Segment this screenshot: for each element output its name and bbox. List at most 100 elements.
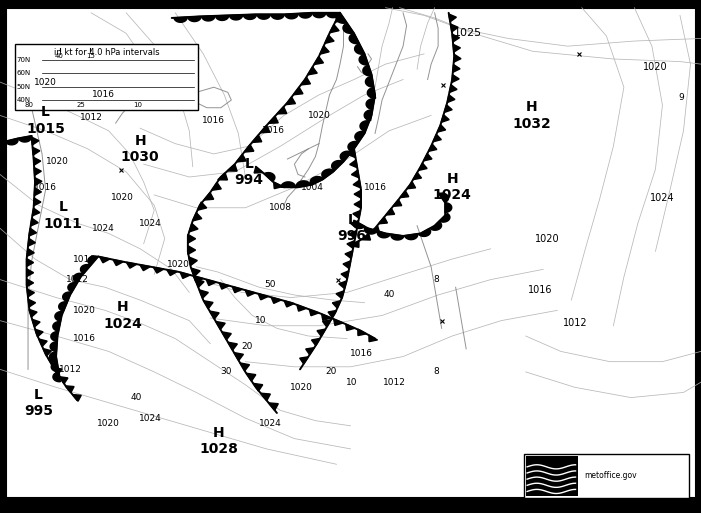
Polygon shape [246,373,256,381]
Polygon shape [353,221,365,228]
Polygon shape [328,310,336,318]
Polygon shape [336,291,344,299]
Polygon shape [88,256,98,265]
Polygon shape [454,54,461,62]
Polygon shape [216,322,225,329]
Polygon shape [174,17,187,23]
Polygon shape [39,339,47,346]
Polygon shape [100,257,110,263]
Text: 1020: 1020 [290,383,313,392]
Text: 1008: 1008 [269,203,292,212]
Polygon shape [189,224,198,232]
Polygon shape [273,182,283,189]
Polygon shape [50,342,57,351]
Polygon shape [332,161,343,170]
Text: 1020: 1020 [46,157,69,166]
Polygon shape [113,260,123,266]
Text: L
994: L 994 [234,157,264,187]
Polygon shape [243,14,257,19]
Polygon shape [348,142,359,152]
Polygon shape [349,33,359,44]
Polygon shape [50,352,57,362]
Polygon shape [413,172,421,180]
Text: 1024: 1024 [92,224,114,233]
Text: 1012: 1012 [562,318,587,328]
Polygon shape [72,394,81,401]
Polygon shape [59,302,67,311]
Text: 60N: 60N [17,70,31,76]
Polygon shape [35,329,43,337]
Polygon shape [453,65,460,72]
Polygon shape [314,56,323,65]
Polygon shape [350,241,359,247]
Polygon shape [139,265,150,271]
Polygon shape [62,292,72,302]
Polygon shape [360,121,369,131]
Polygon shape [48,358,57,365]
Polygon shape [34,198,41,206]
Bar [15,44,198,110]
Polygon shape [260,126,270,133]
Polygon shape [27,289,34,297]
Text: 8: 8 [433,275,439,284]
Polygon shape [335,14,344,22]
Polygon shape [322,314,331,321]
Text: 1016: 1016 [350,349,372,359]
Polygon shape [32,208,40,216]
Polygon shape [355,44,365,54]
Polygon shape [431,222,442,230]
Text: 1020: 1020 [534,233,559,244]
Polygon shape [358,329,367,336]
Polygon shape [245,290,255,296]
Polygon shape [437,125,446,132]
Text: 1012: 1012 [59,365,81,374]
Polygon shape [284,301,294,307]
Polygon shape [204,192,214,200]
Text: 40: 40 [55,53,64,59]
Polygon shape [452,34,459,42]
Polygon shape [353,180,361,188]
Polygon shape [234,352,243,361]
Polygon shape [354,201,361,208]
Polygon shape [27,248,34,256]
Text: 1025: 1025 [454,28,482,38]
Polygon shape [325,35,334,44]
Polygon shape [31,218,38,226]
Text: 1016: 1016 [364,183,386,192]
Polygon shape [453,44,461,52]
Text: 80: 80 [25,102,34,108]
Polygon shape [219,283,229,289]
Text: 1020: 1020 [34,77,57,87]
Polygon shape [347,241,355,248]
Polygon shape [341,271,348,279]
Text: 8: 8 [433,367,439,377]
Polygon shape [351,170,359,178]
Polygon shape [29,228,36,236]
Polygon shape [444,105,452,112]
Polygon shape [202,16,215,21]
Polygon shape [188,246,196,254]
Polygon shape [336,13,347,23]
Polygon shape [379,217,388,224]
Polygon shape [212,183,222,190]
Polygon shape [311,176,324,185]
Polygon shape [386,208,395,215]
Polygon shape [428,144,437,151]
Polygon shape [301,77,311,85]
Polygon shape [271,14,284,19]
Polygon shape [203,301,213,309]
Polygon shape [60,377,68,384]
Polygon shape [193,276,203,282]
Polygon shape [268,403,278,410]
Polygon shape [445,203,451,212]
Polygon shape [81,265,90,273]
Polygon shape [440,213,450,222]
Text: 1012: 1012 [80,113,102,123]
Polygon shape [68,283,77,292]
Polygon shape [286,97,295,105]
Polygon shape [252,135,261,143]
Polygon shape [18,136,32,142]
Polygon shape [451,24,458,32]
Polygon shape [189,257,197,266]
Text: 20: 20 [241,342,252,351]
